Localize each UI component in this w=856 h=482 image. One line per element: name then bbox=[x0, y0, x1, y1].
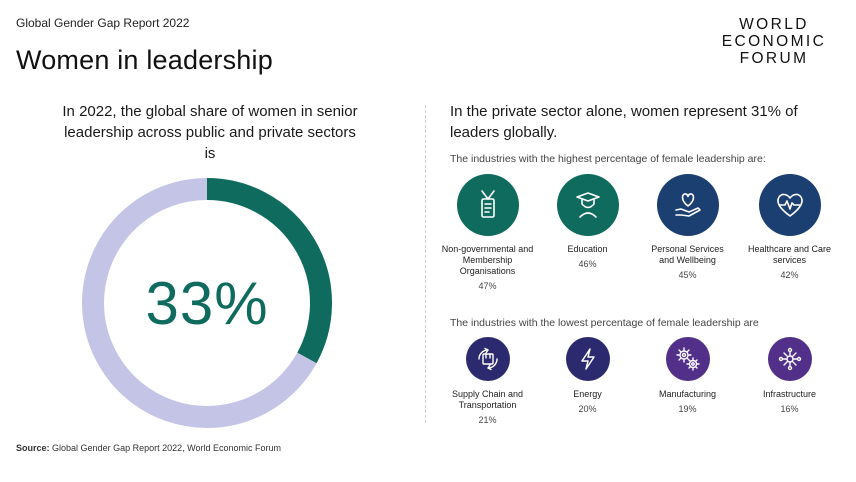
package-cycle-icon bbox=[465, 337, 510, 381]
industry-pct: 20% bbox=[578, 404, 597, 414]
logo-line-2: ECONOMIC bbox=[721, 33, 827, 50]
id-badge-icon bbox=[456, 174, 519, 236]
industry-label: Energy bbox=[573, 389, 602, 399]
industry-education: Education 46% bbox=[550, 174, 625, 269]
industry-pct: 45% bbox=[678, 270, 697, 280]
industry-personal-services: Personal Services and Wellbeing 45% bbox=[645, 174, 730, 280]
logo-line-3: FORUM bbox=[739, 50, 809, 67]
gears-icon bbox=[665, 337, 710, 381]
source-note: Source: Global Gender Gap Report 2022, W… bbox=[16, 443, 281, 453]
industry-label: Non-governmental and Membership Organisa… bbox=[441, 244, 534, 276]
graduate-icon bbox=[556, 174, 619, 236]
lightning-icon bbox=[565, 337, 610, 381]
heart-in-hand-icon bbox=[656, 174, 719, 236]
industry-healthcare: Healthcare and Care services 42% bbox=[742, 174, 837, 280]
industry-ngo: Non-governmental and Membership Organisa… bbox=[440, 174, 535, 291]
donut-segment-women bbox=[206, 178, 332, 364]
left-headline: In 2022, the global share of women in se… bbox=[62, 103, 358, 162]
heartbeat-icon bbox=[758, 174, 821, 236]
section-divider bbox=[425, 105, 426, 423]
industry-pct: 46% bbox=[578, 259, 597, 269]
donut-value: 33% bbox=[145, 269, 269, 337]
source-label: Source: bbox=[16, 443, 50, 453]
industry-pct: 47% bbox=[478, 281, 497, 291]
report-name: Global Gender Gap Report 2022 bbox=[16, 16, 190, 30]
network-icon bbox=[767, 337, 812, 381]
industry-pct: 19% bbox=[678, 404, 697, 414]
lowest-intro: The industries with the lowest percentag… bbox=[450, 317, 759, 329]
industry-supply-chain: Supply Chain and Transportation 21% bbox=[440, 337, 535, 425]
donut-chart bbox=[82, 178, 332, 428]
industry-label: Personal Services and Wellbeing bbox=[651, 244, 724, 265]
donut-segment-men bbox=[82, 178, 317, 428]
industry-energy: Energy 20% bbox=[550, 337, 625, 414]
logo-line-1: WORLD bbox=[739, 16, 809, 33]
highest-intro: The industries with the highest percenta… bbox=[450, 153, 766, 165]
industry-label: Education bbox=[567, 244, 608, 254]
industry-label: Manufacturing bbox=[658, 389, 717, 399]
industry-pct: 21% bbox=[478, 415, 497, 425]
page-title: Women in leadership bbox=[16, 45, 273, 75]
wef-logo: WORLD ECONOMIC FORUM bbox=[709, 14, 839, 74]
industry-label: Supply Chain and Transportation bbox=[451, 389, 524, 410]
industry-pct: 16% bbox=[780, 404, 799, 414]
donut-svg bbox=[82, 178, 332, 428]
source-text: Global Gender Gap Report 2022, World Eco… bbox=[52, 443, 281, 453]
right-headline: In the private sector alone, women repre… bbox=[450, 103, 798, 141]
industry-infrastructure: Infrastructure 16% bbox=[742, 337, 837, 414]
industry-pct: 42% bbox=[780, 270, 799, 280]
industry-label: Infrastructure bbox=[762, 389, 817, 399]
industry-label: Healthcare and Care services bbox=[747, 244, 832, 265]
industry-manufacturing: Manufacturing 19% bbox=[645, 337, 730, 414]
